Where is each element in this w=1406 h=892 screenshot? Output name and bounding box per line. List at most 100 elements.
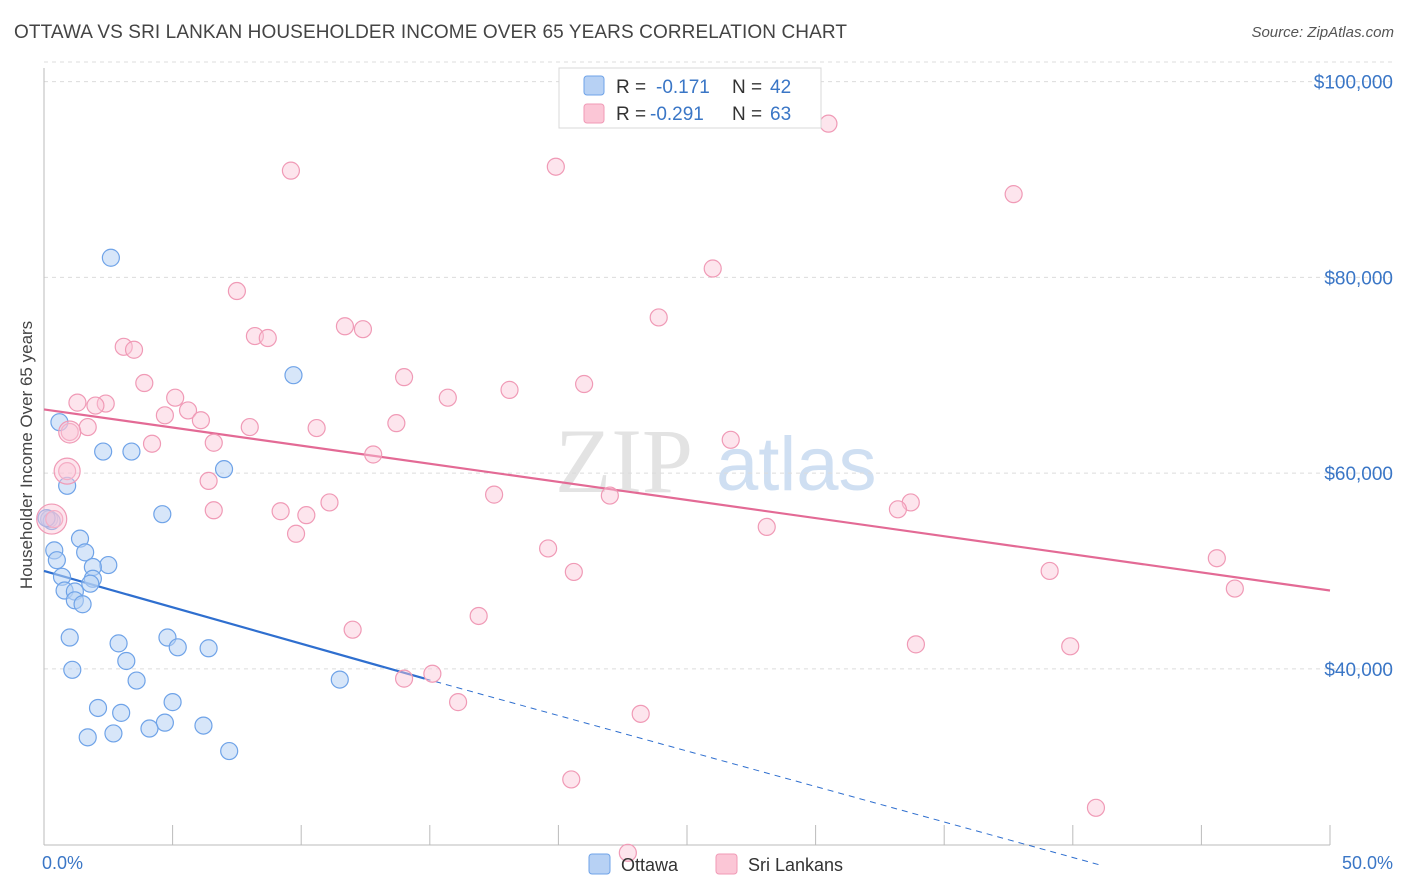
legend-swatch-ottawa	[583, 75, 605, 96]
srilankan-point	[114, 337, 133, 356]
srilankan-point	[60, 422, 79, 442]
srilankan-point	[631, 704, 650, 723]
srilankan-point	[227, 281, 246, 301]
ottawa-point	[155, 713, 174, 732]
y-tick-label: $80,000	[1324, 268, 1393, 289]
srilankan-point	[539, 539, 558, 558]
srilankan-point-large	[58, 420, 82, 444]
srilankan-point	[135, 373, 154, 393]
srilankan-point	[364, 445, 383, 464]
y-tick-label: $60,000	[1324, 464, 1393, 485]
srilankan-point	[353, 320, 373, 339]
top-legend: R = -0.171 N = 42 R = -0.291 N = 63	[558, 67, 822, 129]
srilankan-point	[485, 485, 504, 504]
srilankan-point	[166, 388, 185, 407]
y-tick-label: $40,000	[1324, 660, 1393, 681]
srilankan-point-large	[36, 503, 68, 535]
srilankan-point	[45, 509, 64, 529]
srilankan-point	[757, 517, 776, 537]
srilankan-point	[199, 471, 218, 491]
srilankan-point	[448, 693, 468, 712]
srilankan-point	[469, 606, 488, 626]
srilankan-point	[721, 430, 740, 449]
ottawa-point	[76, 543, 95, 562]
ottawa-point	[101, 248, 120, 267]
ottawa-point	[73, 595, 92, 614]
ottawa-point	[37, 508, 56, 528]
legend-r-value-1: -0.171	[656, 77, 710, 98]
ottawa-point	[58, 476, 77, 495]
legend-r-label-2: R =	[616, 104, 646, 125]
ottawa-point	[117, 651, 136, 671]
ottawa-point	[163, 693, 182, 712]
ottawa-point	[168, 638, 187, 657]
ottawa-point	[153, 505, 172, 524]
chart-title: OTTAWA VS SRI LANKAN HOUSEHOLDER INCOME …	[14, 22, 848, 43]
bottom-legend-swatch-ottawa	[588, 853, 611, 875]
ottawa-point	[220, 741, 239, 761]
ottawa-point	[47, 551, 66, 570]
srilankan-point	[500, 380, 519, 399]
ottawa-point	[60, 628, 79, 647]
ottawa-point	[194, 716, 213, 735]
bottom-legend: Ottawa Sri Lankans	[588, 853, 843, 875]
srilankan-point	[1061, 637, 1080, 656]
srilankan-point	[394, 669, 414, 688]
ottawa-point	[199, 639, 218, 658]
srilankan-point	[335, 317, 355, 336]
srilankan-point	[297, 506, 316, 525]
grid-lines	[44, 61, 1392, 670]
ottawa-point	[109, 634, 128, 653]
srilankan-point	[155, 406, 174, 425]
srilankan-point	[600, 486, 619, 505]
srilankan-point	[423, 664, 442, 683]
srilankan-point	[1040, 561, 1059, 581]
watermark-atlas: atlas	[716, 422, 877, 507]
tick-labels: $40,000 $60,000 $80,000 $100,000 0.0% 50.0%	[42, 73, 1393, 873]
legend-n-label-1: N =	[732, 77, 762, 98]
source-label: Source: ZipAtlas.com	[1251, 24, 1394, 41]
srilankan-point	[819, 114, 838, 133]
srilankan-point	[307, 418, 326, 438]
ottawa-point	[122, 442, 141, 461]
data-points	[36, 114, 1244, 862]
srilankan-point	[1086, 798, 1106, 817]
srilankan-point	[387, 414, 406, 433]
srilankan-point	[281, 161, 301, 180]
srilankan-point	[575, 374, 594, 394]
srilankan-point-large	[53, 457, 81, 485]
srilankan-point	[1004, 185, 1023, 204]
ottawa-trend-extension	[424, 678, 1099, 866]
srilankan-point	[142, 434, 162, 453]
srilankan-point	[1207, 549, 1226, 568]
srilankan-point	[1225, 579, 1244, 598]
ottawa-point	[330, 670, 349, 689]
srilankan-point	[906, 635, 926, 654]
x-tick-label: 0.0%	[42, 853, 83, 873]
srilankan-point	[86, 396, 105, 415]
srilankan-point	[562, 770, 581, 789]
srilankan-point	[888, 500, 908, 519]
bottom-legend-srilankan: Sri Lankans	[748, 855, 843, 875]
srilankan-point	[618, 843, 637, 862]
bottom-legend-ottawa: Ottawa	[621, 855, 679, 875]
srilankan-point	[191, 411, 210, 430]
srilankan-point	[258, 328, 277, 348]
bottom-legend-swatch-srilankan	[715, 853, 738, 875]
srilankan-point	[68, 393, 87, 412]
ottawa-point	[78, 728, 97, 747]
srilankan-point	[343, 620, 362, 639]
srilankan-point	[649, 308, 668, 327]
srilankan-trend-line	[43, 408, 1331, 592]
srilankan-point	[546, 157, 565, 176]
srilankan-point	[438, 388, 457, 407]
legend-n-value-2: 63	[770, 104, 791, 125]
trend-lines	[43, 408, 1331, 866]
ottawa-point	[63, 660, 82, 679]
legend-r-label-1: R =	[616, 77, 646, 98]
legend-r-value-2: -0.291	[650, 104, 704, 125]
watermark-zip: ZIP	[555, 410, 693, 512]
ottawa-point	[99, 555, 118, 575]
ottawa-point	[112, 703, 131, 722]
